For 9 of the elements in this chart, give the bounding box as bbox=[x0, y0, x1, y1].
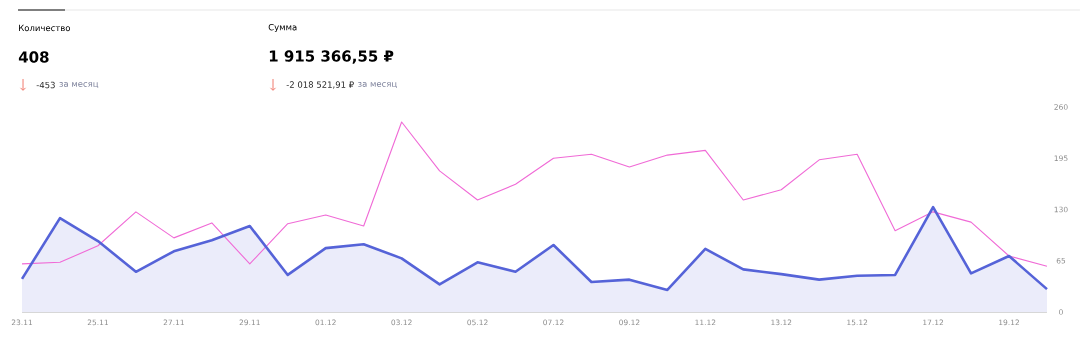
text: Количество bbox=[19, 24, 71, 32]
text: -453 bbox=[36, 81, 55, 89]
text: Сумма bbox=[268, 23, 297, 33]
text: за месяц bbox=[59, 82, 99, 88]
line-series bbox=[21, 121, 1048, 267]
text: за месяц bbox=[358, 82, 397, 88]
text: -2 018 521,91 ₽ bbox=[286, 81, 354, 89]
text: 1 915 366,55 ₽ bbox=[269, 50, 394, 64]
text: 408 bbox=[18, 51, 49, 63]
